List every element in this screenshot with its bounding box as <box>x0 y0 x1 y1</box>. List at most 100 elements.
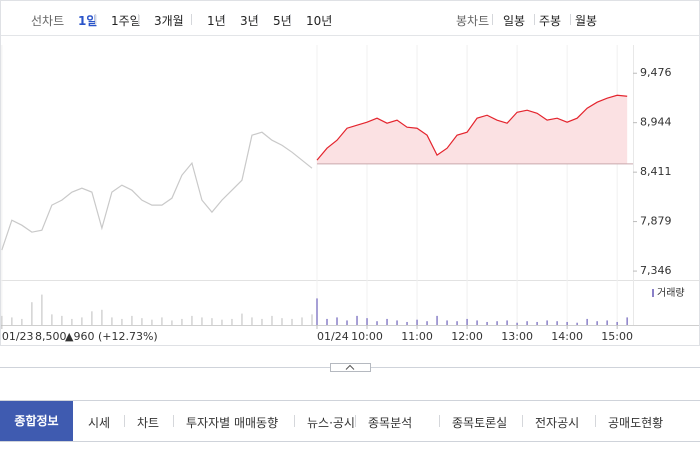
volume-bar <box>171 320 173 325</box>
volume-bar <box>516 322 518 325</box>
volume-bar <box>496 321 498 325</box>
separator <box>595 415 596 427</box>
period-button[interactable]: 1일 <box>78 14 98 28</box>
tab[interactable]: 뉴스·공시 <box>307 416 355 430</box>
area-fill <box>317 95 628 164</box>
volume-bar <box>261 318 263 325</box>
volume-bar <box>311 314 313 325</box>
volume-bar <box>41 294 43 325</box>
volume-bar <box>31 302 33 325</box>
candle-button[interactable]: 주봉 <box>539 14 562 28</box>
volume-bar <box>536 321 538 325</box>
price-line <box>1 131 313 251</box>
period-button[interactable]: 5년 <box>273 14 292 28</box>
volume-bar <box>526 321 528 325</box>
volume-bar <box>271 315 273 325</box>
separator <box>534 14 535 25</box>
volume-bar <box>506 320 508 325</box>
volume-bar <box>191 315 193 325</box>
price-line <box>316 94 628 161</box>
tab[interactable]: 종목분석 <box>368 416 413 430</box>
chart-area: 01/23 01/24 10:00 11:00 12:00 13:00 14:00 15:00… <box>0 35 700 345</box>
period-button[interactable]: 1주일 <box>111 14 141 28</box>
x-tick-label: 13:00 <box>501 330 533 343</box>
volume-bar <box>241 313 243 325</box>
volume-bar <box>426 321 428 325</box>
period-button[interactable]: 3개월 <box>154 14 184 28</box>
tab[interactable]: 종합정보 <box>0 401 73 441</box>
volume-bar <box>326 318 328 325</box>
volume-bar <box>456 321 458 325</box>
volume-bar <box>111 317 113 325</box>
chart-type-label: 봉차트 <box>456 14 490 28</box>
volume-bar <box>336 317 338 325</box>
y-tick-label: 8,944 <box>640 116 672 129</box>
volume-bar <box>596 321 598 325</box>
separator <box>570 14 571 25</box>
volume-bar <box>291 318 293 325</box>
separator <box>294 415 295 427</box>
volume-bar <box>356 315 358 325</box>
volume-bar <box>141 318 143 325</box>
volume-bar <box>281 318 283 325</box>
separator <box>492 14 493 25</box>
volume-bar <box>486 321 488 325</box>
volume-bar <box>466 318 468 325</box>
tab[interactable]: 차트 <box>137 416 160 430</box>
volume-bar <box>436 315 438 325</box>
candle-button[interactable]: 월봉 <box>575 14 598 28</box>
volume-bar <box>376 321 378 325</box>
x-tick-label: 01/24 <box>317 330 349 343</box>
separator <box>224 14 225 25</box>
volume-bar <box>51 314 53 325</box>
volume-bar <box>201 317 203 325</box>
volume-bar <box>446 320 448 325</box>
x-tick-label: 10:00 <box>351 330 383 343</box>
period-button[interactable]: 10년 <box>306 14 333 28</box>
volume-bar <box>416 319 418 325</box>
separator <box>522 415 523 427</box>
volume-bar <box>396 320 398 325</box>
tab[interactable]: 시세 <box>88 416 111 430</box>
volume-bar <box>21 318 23 325</box>
separator <box>439 415 440 427</box>
x-tick-label: 11:00 <box>401 330 433 343</box>
volume-bar <box>576 322 578 325</box>
fold-button[interactable] <box>330 363 371 372</box>
volume-bar <box>301 317 303 325</box>
volume-bar <box>81 317 83 325</box>
volume-bar <box>11 317 13 325</box>
x-tick-label: 01/23 <box>2 330 34 343</box>
period-button[interactable]: 1년 <box>207 14 226 28</box>
separator <box>355 415 356 427</box>
separator <box>138 14 139 25</box>
volume-bar <box>406 321 408 325</box>
volume-bar <box>91 311 93 325</box>
chart-type-label: 선차트 <box>31 14 65 28</box>
chart: 01/23 01/24 10:00 11:00 12:00 13:00 14:00 15:00… <box>1 45 699 343</box>
candle-button[interactable]: 일봉 <box>503 14 526 28</box>
volume-bar <box>231 318 233 325</box>
period-button[interactable]: 3년 <box>240 14 259 28</box>
tab[interactable]: 종목토론실 <box>452 416 508 430</box>
fold-bar <box>0 345 700 372</box>
tab[interactable]: 전자공시 <box>535 416 580 430</box>
volume-bar <box>316 298 318 325</box>
volume-bar <box>131 315 133 325</box>
volume-bar <box>566 321 568 325</box>
volume-legend: 거래량 <box>657 287 685 299</box>
change-label: ▲960 (+12.73%) <box>65 330 158 343</box>
separator <box>173 415 174 427</box>
reference-label: 8,500 <box>35 330 67 343</box>
volume-bar <box>161 317 163 325</box>
tab[interactable]: 공매도현황 <box>608 416 664 430</box>
volume-bar <box>1 315 3 325</box>
tab[interactable]: 투자자별 매매동향 <box>186 416 279 430</box>
volume-bar <box>151 319 153 325</box>
tab-bar: 종합정보 시세 차트 투자자별 매매동향 뉴스·공시 종목분석 종목토론실 전자공시 공매도현황 <box>0 400 700 442</box>
volume-bar <box>181 318 183 325</box>
volume-legend-mark <box>652 289 654 297</box>
y-tick-label: 8,411 <box>640 165 672 178</box>
volume-bar <box>251 317 253 325</box>
separator <box>124 415 125 427</box>
